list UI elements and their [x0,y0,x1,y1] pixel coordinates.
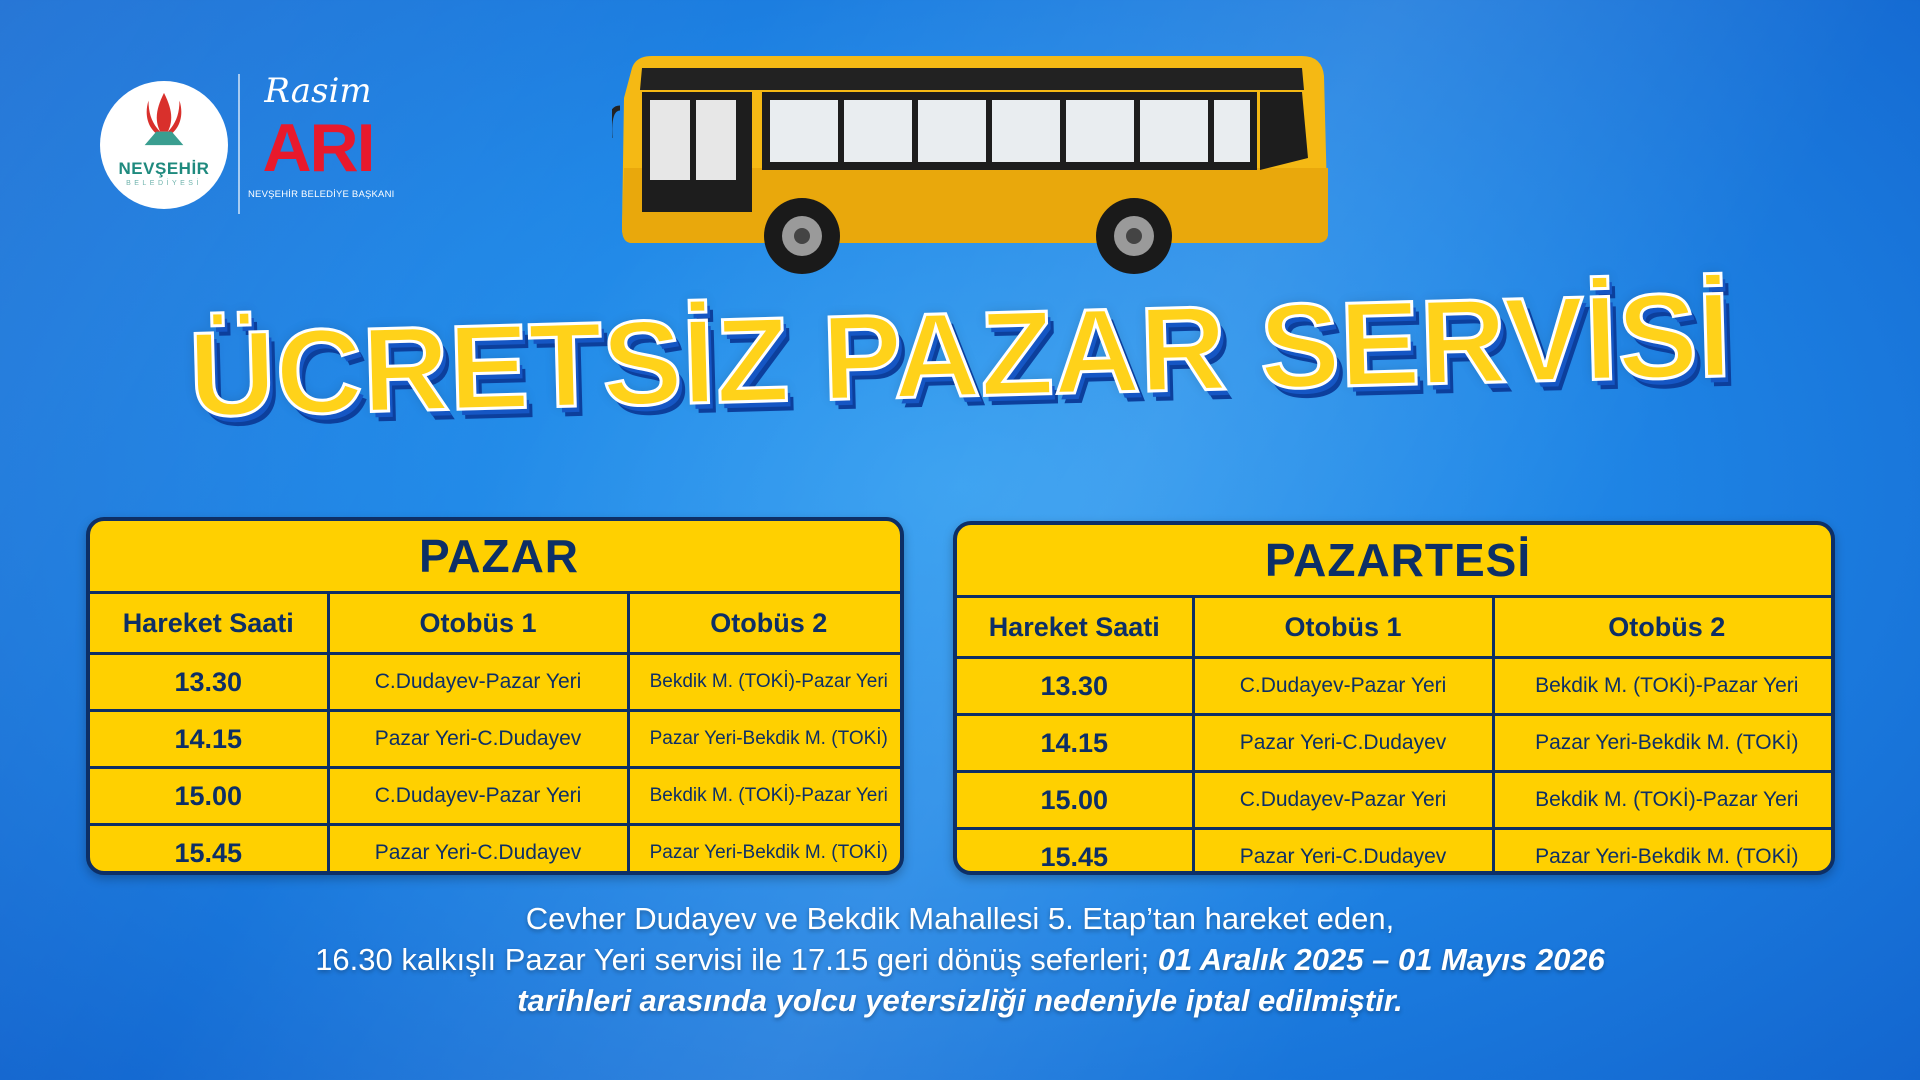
departure-time: 15.00 [90,766,330,826]
table-row: 13.30 C.Dudayev-Pazar Yeri Bekdik M. (TO… [957,656,1831,716]
col-header-bus2: Otobüs 2 [1491,595,1831,659]
day-title: PAZAR [90,521,900,594]
bus1-route: Pazar Yeri-C.Dudayev [1191,713,1495,773]
table-row: 15.45 Pazar Yeri-C.Dudayev Pazar Yeri-Be… [90,823,900,871]
bus2-route: Bekdik M. (TOKİ)-Pazar Yeri [1491,770,1831,830]
note-date-range: 01 Aralık 2025 – 01 Mayıs 2026 [1157,942,1605,977]
logo-subtitle: BELEDİYESİ [126,180,202,187]
departure-time: 13.30 [957,656,1195,716]
municipality-logo: NEVŞEHİR BELEDİYESİ [100,81,228,209]
flame-emblem-icon [144,92,184,146]
departure-time: 15.00 [957,770,1195,830]
mayor-signature: Rasim ARI NEVŞEHİR BELEDİYE BAŞKANI [248,70,395,202]
bus1-route: C.Dudayev-Pazar Yeri [1191,656,1495,716]
table-row: 14.15 Pazar Yeri-C.Dudayev Pazar Yeri-Be… [90,709,900,769]
mayor-role: NEVŞEHİR BELEDİYE BAŞKANI [248,189,395,200]
bus2-route: Pazar Yeri-Bekdik M. (TOKİ) [626,709,900,769]
schedule-table-sunday: PAZAR Hareket Saati Otobüs 1 Otobüs 2 13… [86,517,904,875]
bus1-route: Pazar Yeri-C.Dudayev [1191,827,1495,871]
bus2-route: Pazar Yeri-Bekdik M. (TOKİ) [1491,713,1831,773]
note-line-1: Cevher Dudayev ve Bekdik Mahallesi 5. Et… [525,901,1395,936]
departure-time: 14.15 [90,709,330,769]
col-header-bus2: Otobüs 2 [626,591,900,655]
schedule-table-monday: PAZARTESİ Hareket Saati Otobüs 1 Otobüs … [953,521,1835,875]
bus2-route: Bekdik M. (TOKİ)-Pazar Yeri [626,652,900,712]
table-row: 14.15 Pazar Yeri-C.Dudayev Pazar Yeri-Be… [957,713,1831,773]
col-header-time: Hareket Saati [90,591,330,655]
departure-time: 15.45 [957,827,1195,871]
bus1-route: C.Dudayev-Pazar Yeri [1191,770,1495,830]
note-line-2: 16.30 kalkışlı Pazar Yeri servisi ile 17… [315,942,1150,977]
cancellation-note: Cevher Dudayev ve Bekdik Mahallesi 5. Et… [0,898,1920,1021]
mayor-first-name: Rasim [264,71,372,111]
bus2-route: Pazar Yeri-Bekdik M. (TOKİ) [626,823,900,871]
bus2-route: Bekdik M. (TOKİ)-Pazar Yeri [626,766,900,826]
departure-time: 14.15 [957,713,1195,773]
col-header-bus1: Otobüs 1 [1191,595,1495,659]
bus-illustration [612,56,1328,274]
bus2-route: Bekdik M. (TOKİ)-Pazar Yeri [1491,656,1831,716]
col-header-time: Hareket Saati [957,595,1195,659]
day-title: PAZARTESİ [957,525,1831,598]
bus1-route: C.Dudayev-Pazar Yeri [326,652,630,712]
departure-time: 13.30 [90,652,330,712]
logo-divider [238,74,240,214]
table-row: 13.30 C.Dudayev-Pazar Yeri Bekdik M. (TO… [90,652,900,712]
col-header-bus1: Otobüs 1 [326,591,630,655]
note-line-3: tarihleri arasında yolcu yetersizliği ne… [517,983,1403,1018]
bus1-route: Pazar Yeri-C.Dudayev [326,823,630,871]
logo-name: NEVŞEHİR [118,159,210,178]
bus1-route: C.Dudayev-Pazar Yeri [326,766,630,826]
bus2-route: Pazar Yeri-Bekdik M. (TOKİ) [1491,827,1831,871]
departure-time: 15.45 [90,823,330,871]
table-row: 15.00 C.Dudayev-Pazar Yeri Bekdik M. (TO… [90,766,900,826]
mayor-last-name: ARI [262,110,375,186]
bus1-route: Pazar Yeri-C.Dudayev [326,709,630,769]
table-row: 15.00 C.Dudayev-Pazar Yeri Bekdik M. (TO… [957,770,1831,830]
table-row: 15.45 Pazar Yeri-C.Dudayev Pazar Yeri-Be… [957,827,1831,871]
